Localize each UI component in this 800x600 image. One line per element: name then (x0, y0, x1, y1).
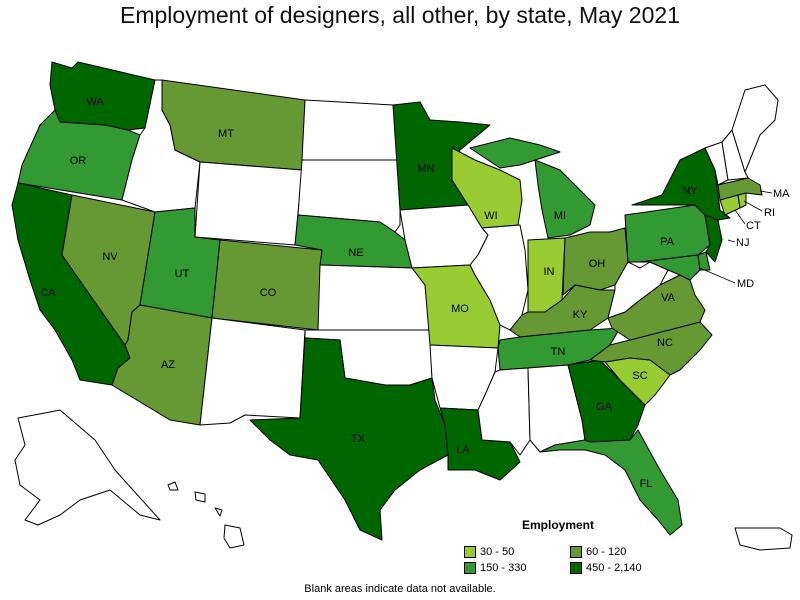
callout-line-ma (759, 190, 773, 194)
legend-swatch (570, 546, 582, 559)
state-il[interactable] (469, 224, 529, 331)
state-ri[interactable] (737, 192, 747, 209)
label-md: MD (737, 278, 754, 290)
label-ga: GA (596, 401, 613, 413)
state-ga[interactable] (567, 359, 646, 443)
label-mt: MT (218, 128, 234, 140)
label-tx: TX (351, 433, 366, 445)
legend-item-range2: 150 - 330 (464, 562, 526, 576)
label-nv: NV (102, 251, 118, 263)
state-pr[interactable] (734, 527, 793, 551)
state-co[interactable] (211, 239, 323, 331)
label-ca: CA (40, 287, 56, 299)
state-ny[interactable] (631, 147, 731, 221)
state-nh[interactable] (721, 129, 749, 181)
callout-line-nj (727, 239, 736, 243)
label-nj: NJ (736, 237, 749, 249)
callout-line-md (699, 267, 736, 284)
state-hi[interactable] (167, 481, 245, 549)
label-mi: MI (554, 210, 566, 222)
callout-line-ri (743, 200, 763, 212)
state-tx[interactable] (249, 337, 449, 541)
label-ky: KY (573, 309, 588, 321)
state-wv[interactable] (607, 261, 669, 319)
label-mo: MO (451, 303, 469, 315)
label-va: VA (661, 292, 676, 304)
label-ct: CT (746, 220, 761, 232)
footnote: Blank areas indicate data not available. (304, 583, 496, 595)
label-co: CO (260, 287, 277, 299)
legend-swatch (464, 546, 476, 559)
legend-label: 450 - 2,140 (586, 562, 642, 574)
label-oh: OH (589, 258, 606, 270)
legend-label: 30 - 50 (480, 546, 515, 558)
legend-item-range3: 60 - 120 (570, 546, 626, 560)
label-az: AZ (161, 359, 175, 371)
state-pa[interactable] (624, 204, 711, 263)
legend-item-range1: 30 - 50 (464, 546, 514, 560)
label-in: IN (544, 266, 555, 278)
label-mn: MN (417, 163, 434, 175)
legend-label: 150 - 330 (480, 562, 527, 574)
state-me[interactable] (731, 84, 779, 173)
label-wi: WI (484, 210, 497, 222)
legend-swatch (570, 562, 582, 575)
callout-line-ct (734, 209, 746, 225)
label-wa: WA (86, 96, 104, 108)
legend-title: Employment (522, 518, 595, 532)
state-ma[interactable] (717, 177, 763, 201)
state-nd[interactable] (301, 99, 401, 161)
label-tn: TN (551, 346, 566, 358)
legend-label: 60 - 120 (586, 546, 627, 558)
label-pa: PA (660, 236, 675, 248)
state-ks[interactable] (317, 264, 431, 331)
state-nm[interactable] (199, 317, 306, 426)
legend-item-range4: 450 - 2,140 (570, 562, 642, 576)
label-fl: FL (640, 478, 653, 490)
state-de[interactable] (697, 251, 711, 271)
state-ms[interactable] (477, 367, 531, 456)
state-wy[interactable] (194, 161, 303, 246)
label-or: OR (70, 155, 87, 167)
legend-swatch (464, 562, 476, 575)
state-fl[interactable] (539, 429, 683, 536)
state-mi[interactable] (469, 137, 596, 239)
state-wi[interactable] (451, 147, 523, 229)
state-ak[interactable] (14, 409, 161, 526)
label-ne: NE (348, 247, 363, 259)
label-sc: SC (632, 370, 647, 382)
label-ma: MA (773, 188, 790, 200)
label-ut: UT (175, 268, 190, 280)
label-ny: NY (682, 185, 698, 197)
label-ri: RI (764, 207, 775, 219)
label-nc: NC (657, 337, 673, 349)
label-la: LA (456, 444, 470, 456)
state-nc[interactable] (589, 321, 713, 376)
map-title: Employment of designers, all other, by s… (120, 2, 680, 28)
state-vt[interactable] (704, 141, 729, 186)
